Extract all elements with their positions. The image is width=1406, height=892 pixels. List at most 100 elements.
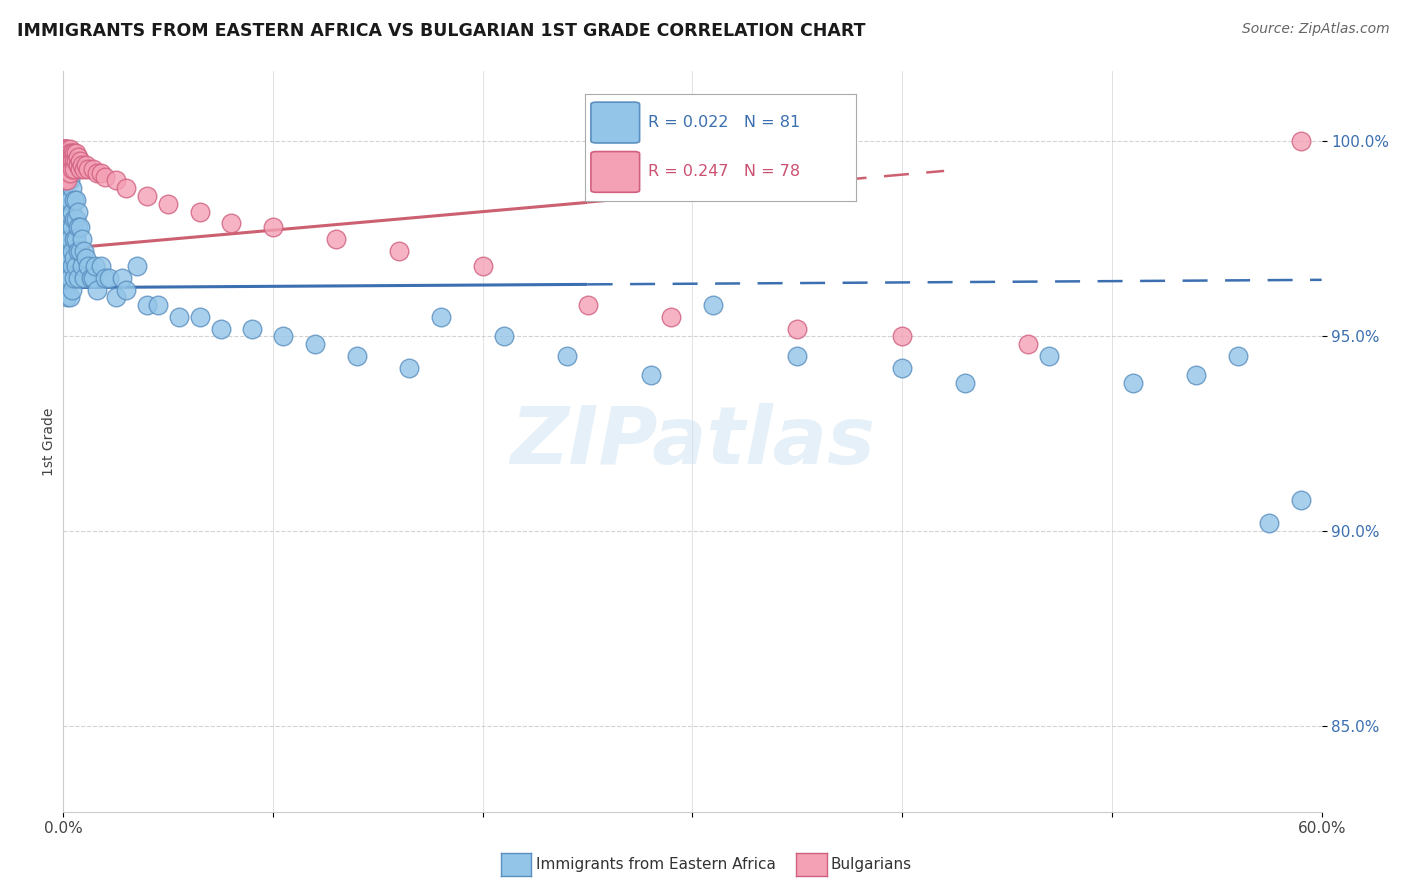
Point [661,310,683,324]
Point [115,181,138,195]
Text: Bulgarians: Bulgarians [831,857,912,871]
Point [53,142,76,156]
Point [53,220,76,235]
Point [58,232,80,246]
Point [325,232,347,246]
Point [58,220,80,235]
Point [75,252,97,266]
Point [157,197,180,211]
Point [56,142,79,156]
Point [53,142,76,156]
Point [56,290,79,304]
Point [104,290,127,304]
Point [62,146,84,161]
Point [125,259,148,273]
Point [69,153,91,168]
Point [62,161,84,176]
Text: ZIPatlas: ZIPatlas [510,402,875,481]
Point [58,146,80,161]
Point [953,376,976,390]
Point [786,321,808,335]
Point [56,153,79,168]
Point [58,173,80,187]
Point [53,169,76,184]
Point [56,150,79,164]
Point [56,173,79,187]
Point [82,161,104,176]
Point [1122,376,1144,390]
Point [53,173,76,187]
Point [136,298,159,312]
Point [53,193,76,207]
Point [65,153,87,168]
Point [58,150,80,164]
Point [53,153,76,168]
Point [56,193,79,207]
Point [86,166,108,180]
Point [53,146,76,161]
Point [66,220,89,235]
Point [471,259,494,273]
Point [77,161,100,176]
Point [58,153,80,168]
Point [65,259,87,273]
Point [65,146,87,161]
Point [73,244,96,258]
Point [388,244,411,258]
Point [75,158,97,172]
Point [188,204,211,219]
Point [66,271,89,285]
Point [53,142,76,156]
Point [56,146,79,161]
Point [346,349,368,363]
Point [891,329,914,343]
Point [56,153,79,168]
Point [53,173,76,187]
Point [62,193,84,207]
Point [94,271,117,285]
Point [240,321,263,335]
Point [115,283,138,297]
Point [60,181,83,195]
Point [69,220,91,235]
Point [1185,368,1208,383]
Point [58,150,80,164]
Point [640,368,662,383]
Point [73,161,96,176]
Point [66,150,89,164]
Point [77,259,100,273]
Point [56,166,79,180]
Point [56,252,79,266]
Point [60,146,83,161]
Point [65,212,87,227]
Point [786,349,808,363]
Point [58,158,80,172]
Point [56,146,79,161]
Point [219,216,242,230]
Point [273,329,295,343]
Point [90,166,112,180]
Point [53,158,76,172]
Point [62,252,84,266]
Point [94,169,117,184]
Point [53,161,76,176]
Point [1017,337,1039,351]
Point [398,360,420,375]
Point [73,271,96,285]
Point [70,259,93,273]
Point [702,298,724,312]
Point [1289,493,1312,508]
Point [56,232,79,246]
Point [304,337,326,351]
Point [188,310,211,324]
Point [82,271,104,285]
Point [60,244,83,258]
Point [69,161,91,176]
Point [60,220,83,235]
Point [83,259,105,273]
Point [111,271,134,285]
Point [56,271,79,285]
Point [66,204,89,219]
Point [69,244,91,258]
Point [262,220,284,235]
